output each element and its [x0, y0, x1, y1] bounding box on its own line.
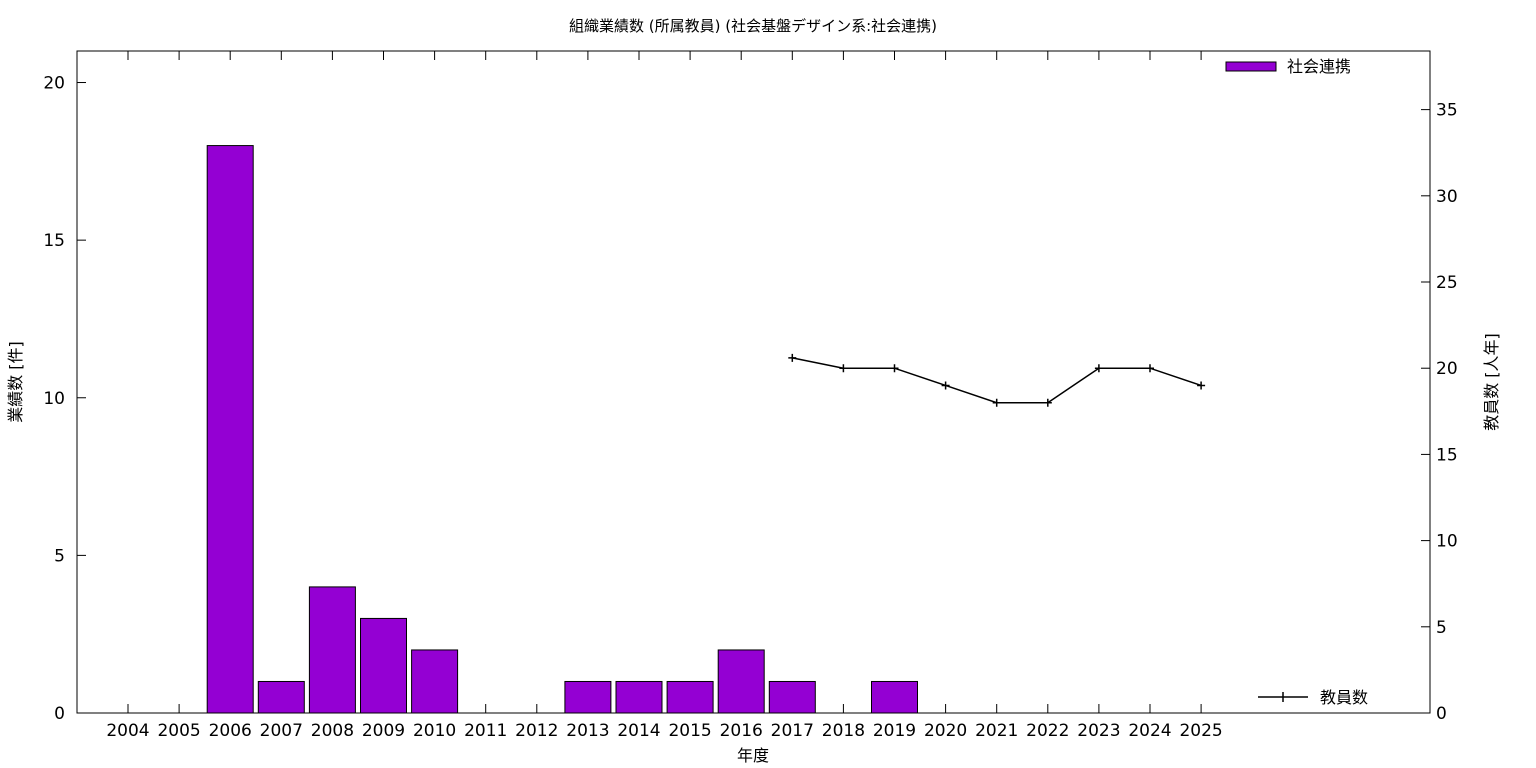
y-tick-label: 0 — [54, 704, 65, 724]
bar — [206, 145, 254, 714]
x-tick-label: 2023 — [1077, 721, 1120, 741]
bars — [206, 145, 918, 714]
x-tick-label: 2015 — [668, 721, 711, 741]
faculty-point — [1146, 364, 1154, 373]
y2-tick-label: 25 — [1436, 273, 1458, 293]
x-tick-label: 2021 — [975, 721, 1018, 741]
chart-title: 組織業績数 (所属教員) (社会基盤デザイン系:社会連携) — [569, 17, 937, 35]
y-tick-label: 15 — [43, 231, 65, 251]
legend-bar-label: 社会連携 — [1287, 57, 1351, 76]
y2-tick-label: 5 — [1436, 618, 1447, 638]
x-axis-label: 年度 — [737, 746, 769, 765]
x-tick-label: 2012 — [515, 721, 558, 741]
x-tick-label: 2018 — [822, 721, 865, 741]
bar — [666, 680, 714, 714]
bar — [615, 680, 663, 714]
y2-tick-label: 15 — [1436, 445, 1458, 465]
bar — [308, 586, 356, 714]
y2-tick-label: 35 — [1436, 101, 1458, 121]
legend-bar-swatch — [1225, 61, 1277, 72]
bar — [871, 680, 918, 714]
x-tick-label: 2020 — [924, 721, 967, 741]
faculty-line — [788, 353, 1206, 407]
bar — [411, 649, 459, 714]
x-tick-label: 2011 — [464, 721, 507, 741]
y-axis-ticks: 0 5 10 15 20 — [43, 74, 86, 724]
faculty-point — [992, 398, 1001, 407]
y-tick-label: 10 — [43, 389, 65, 409]
faculty-point — [941, 381, 950, 390]
x-axis-ticks: 2004 2005 2006 2007 2008 2009 2010 2011 2012 2013… — [106, 51, 1223, 741]
bar — [564, 680, 612, 714]
y-tick-label: 5 — [54, 546, 65, 566]
faculty-point — [1043, 398, 1052, 407]
x-tick-label: 2005 — [157, 721, 200, 741]
x-tick-label: 2009 — [362, 721, 405, 741]
y2-tick-label: 10 — [1436, 532, 1458, 552]
x-tick-label: 2024 — [1128, 721, 1171, 741]
y-tick-label: 20 — [43, 74, 65, 94]
y2-tick-label: 20 — [1436, 359, 1458, 379]
bar — [360, 617, 407, 714]
faculty-line-path — [792, 357, 1202, 404]
x-tick-label: 2022 — [1026, 721, 1069, 741]
plot-frame — [76, 50, 1431, 714]
faculty-point — [788, 353, 797, 362]
x-tick-label: 2006 — [209, 721, 252, 741]
y2-tick-label: 0 — [1436, 704, 1447, 724]
x-tick-label: 2016 — [720, 721, 763, 741]
x-tick-label: 2014 — [617, 721, 660, 741]
faculty-point — [839, 364, 848, 373]
faculty-point — [1094, 364, 1103, 373]
legend-line: 教員数 — [1258, 688, 1368, 707]
legend-bars: 社会連携 — [1225, 57, 1351, 76]
faculty-point — [1197, 381, 1206, 390]
bar — [257, 680, 305, 714]
x-tick-label: 2004 — [106, 721, 149, 741]
y-axis-label: 業績数 [件] — [6, 341, 25, 423]
y2-tick-label: 30 — [1436, 187, 1458, 207]
x-tick-label: 2010 — [413, 721, 456, 741]
x-tick-label: 2008 — [311, 721, 354, 741]
x-tick-label: 2013 — [566, 721, 609, 741]
legend-line-label: 教員数 — [1320, 688, 1368, 707]
x-tick-label: 2019 — [873, 721, 916, 741]
x-tick-label: 2007 — [260, 721, 303, 741]
y2-axis-label: 教員数 [人年] — [1482, 333, 1501, 431]
x-tick-label: 2025 — [1179, 721, 1222, 741]
x-tick-label: 2017 — [771, 721, 814, 741]
faculty-point — [890, 364, 899, 373]
bar — [768, 680, 816, 714]
y2-axis-ticks: 0 5 10 15 20 25 30 35 — [1421, 101, 1458, 724]
bar — [717, 649, 765, 714]
